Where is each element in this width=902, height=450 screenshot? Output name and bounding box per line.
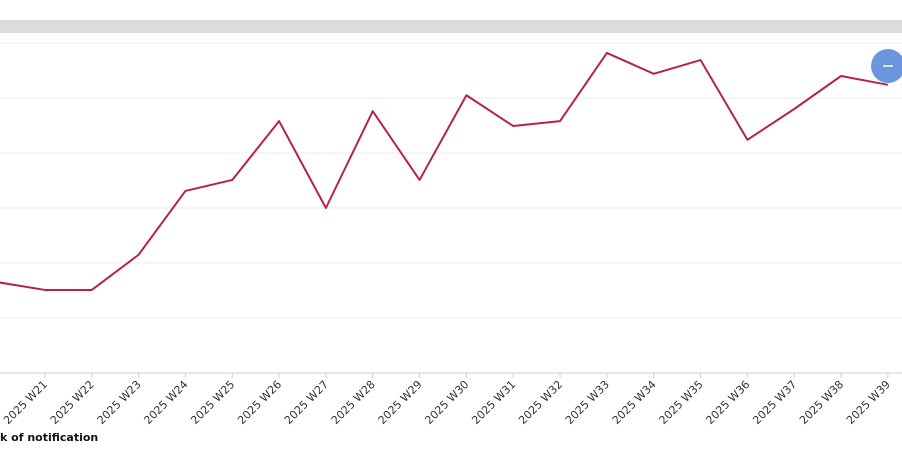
x-tick-label: 2025 W31 bbox=[469, 378, 518, 427]
x-tick-label: 2025 W39 bbox=[844, 378, 893, 427]
x-axis-title: k of notification bbox=[0, 431, 98, 444]
x-tick-label: 2025 W36 bbox=[703, 378, 752, 427]
data-line bbox=[0, 51, 889, 291]
x-tick-label: 2025 W35 bbox=[657, 378, 706, 427]
x-tick-label: 2025 W32 bbox=[516, 378, 565, 427]
x-tick-label: 2025 W28 bbox=[329, 378, 378, 427]
x-tick-label: 2025 W37 bbox=[750, 378, 799, 427]
x-tick-label: 2025 W33 bbox=[563, 378, 612, 427]
x-tick-label: 2025 W26 bbox=[235, 378, 284, 427]
x-tick-label: 2025 W27 bbox=[282, 378, 331, 427]
collapse-button[interactable] bbox=[871, 49, 902, 83]
x-tick-label: 2025 W25 bbox=[188, 378, 237, 427]
x-tick-label: 2025 W24 bbox=[141, 378, 190, 427]
x-tick-label: 2025 W29 bbox=[376, 378, 425, 427]
scroll-bar bbox=[0, 20, 902, 33]
x-tick-label: 2025 W22 bbox=[48, 378, 97, 427]
x-tick-label: 2025 W21 bbox=[1, 378, 50, 427]
x-tick-label: 2025 W23 bbox=[95, 378, 144, 427]
x-tick-label: 2025 W30 bbox=[422, 378, 471, 427]
x-tick-label: 2025 W34 bbox=[610, 378, 659, 427]
x-tick-label: 2025 W38 bbox=[797, 378, 846, 427]
